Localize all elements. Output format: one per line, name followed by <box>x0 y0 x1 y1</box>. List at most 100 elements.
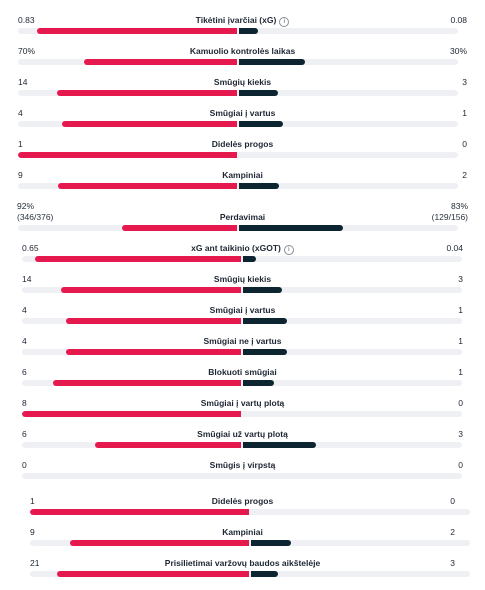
stat-label-text: Smūgiai už vartų plotą <box>197 429 288 439</box>
home-value: 4 <box>22 336 27 346</box>
home-bar <box>22 411 241 417</box>
stat-bar-track <box>18 90 458 96</box>
away-bar <box>239 225 343 231</box>
stat-label: Smūgiai į vartus <box>22 305 463 316</box>
stat-label: Didelės progos <box>30 496 455 507</box>
home-bar <box>34 256 241 262</box>
stat-row: 14 Smūgių kiekis 3 <box>18 77 467 99</box>
home-value: 1 <box>30 496 35 506</box>
stat-bar-track <box>22 380 462 386</box>
stat-label: Kampiniai <box>18 170 467 181</box>
away-bar <box>243 380 275 386</box>
home-value: 4 <box>22 305 27 315</box>
home-value: 8 <box>22 398 27 408</box>
home-value: 1 <box>18 139 23 149</box>
away-value: 3 <box>450 558 455 568</box>
away-value: 0 <box>458 460 463 470</box>
stat-bar-track <box>22 411 462 417</box>
stat-label: Smūgis į virpstą <box>22 460 463 471</box>
home-value: 6 <box>22 367 27 377</box>
stat-bar-track <box>18 28 458 34</box>
home-bar <box>61 121 237 127</box>
stat-label-text: Smūgiai į vartų plotą <box>200 398 285 408</box>
home-value: 0.83 <box>18 15 35 25</box>
home-value: 0 <box>22 460 27 470</box>
stat-row: 92% (346/376) Perdavimai 83% (129/156) <box>17 201 468 223</box>
stat-label-text: Perdavimai <box>219 212 266 222</box>
home-bar <box>65 318 241 324</box>
stat-bar-track <box>22 318 462 324</box>
away-value: 1 <box>458 336 463 346</box>
stat-row: 21 Prisilietimai varžovų baudos aikštelėj… <box>30 558 455 580</box>
home-bar <box>57 183 237 189</box>
home-value: 92% <box>17 201 35 211</box>
stat-label-text: Smūgių kiekis <box>213 77 272 87</box>
stat-bar-track <box>30 509 470 515</box>
stat-row: 4 Smūgiai ne į vartus 1 <box>22 336 463 358</box>
stat-row: 1 Didelės progos 0 <box>18 139 467 161</box>
home-value: 14 <box>18 77 28 87</box>
home-sub-value: (346/376) <box>17 212 54 222</box>
stat-bar-track <box>22 256 462 262</box>
stat-label: Kamuolio kontrolės laikas <box>18 46 467 57</box>
stat-bar-track <box>22 287 462 293</box>
stat-row: 14 Smūgių kiekis 3 <box>22 274 463 296</box>
away-bar <box>251 571 279 577</box>
stat-row: 0.65 xG ant taikinio (xGOT) i 0.04 <box>22 243 463 265</box>
stat-row: 0 Smūgis į virpstą 0 <box>22 460 463 482</box>
stat-row: 9 Kampiniai 2 <box>30 527 455 549</box>
away-bar <box>251 540 291 546</box>
stat-bar-track <box>22 349 462 355</box>
home-value: 9 <box>30 527 35 537</box>
stat-label-text: Kamuolio kontrolės laikas <box>189 46 296 56</box>
home-bar <box>94 442 241 448</box>
stat-row: 6 Smūgiai už vartų plotą 3 <box>22 429 463 451</box>
stat-label: Smūgiai į vartus <box>18 108 467 119</box>
stat-row: 70% Kamuolio kontrolės laikas 30% <box>18 46 467 68</box>
away-bar <box>243 349 287 355</box>
away-bar <box>243 256 256 262</box>
stat-label-text: Didelės progos <box>211 139 274 149</box>
stat-label-text: Smūgių kiekis <box>213 274 272 284</box>
away-value: 0.04 <box>446 243 463 253</box>
stat-bar-track <box>22 442 462 448</box>
stat-bar-track <box>30 540 470 546</box>
home-value: 70% <box>18 46 36 56</box>
home-bar <box>69 540 249 546</box>
away-value: 30% <box>449 46 467 56</box>
stat-label: Smūgių kiekis <box>22 274 463 285</box>
away-value: 3 <box>462 77 467 87</box>
away-bar <box>243 318 287 324</box>
home-value: 9 <box>18 170 23 180</box>
away-bar <box>243 442 316 448</box>
stat-label-text: Smūgis į virpstą <box>209 460 276 470</box>
away-value: 0 <box>462 139 467 149</box>
stat-label-text: Prisilietimai varžovų baudos aikštelėje <box>164 558 321 568</box>
stat-label: Blokuoti smūgiai <box>22 367 463 378</box>
stat-label-text: Kampiniai <box>222 527 263 537</box>
away-value: 0 <box>450 496 455 506</box>
away-value: 3 <box>458 429 463 439</box>
stat-row: 1 Didelės progos 0 <box>30 496 455 518</box>
away-bar <box>239 59 305 65</box>
away-value: 83% <box>450 201 468 211</box>
away-bar <box>239 121 283 127</box>
stat-label: xG ant taikinio (xGOT) i <box>22 243 463 255</box>
stat-bar-track <box>18 59 458 65</box>
stat-label-text: Blokuoti smūgiai <box>208 367 277 377</box>
away-value: 1 <box>462 108 467 118</box>
home-bar <box>121 225 237 231</box>
info-icon[interactable]: i <box>283 245 294 255</box>
stat-label: Smūgiai už vartų plotą <box>22 429 463 440</box>
stat-bar-track <box>18 121 458 127</box>
home-bar <box>60 287 241 293</box>
stat-label: Smūgiai į vartų plotą <box>22 398 463 409</box>
stat-label: Didelės progos <box>18 139 467 150</box>
away-sub-value: (129/156) <box>431 212 468 222</box>
stat-label: Smūgiai ne į vartus <box>22 336 463 347</box>
info-icon[interactable]: i <box>279 17 290 27</box>
stat-bar-track <box>18 183 458 189</box>
stat-label: Tikėtini įvarčiai (xG) i <box>18 15 467 27</box>
home-bar <box>18 152 237 158</box>
home-bar <box>57 571 249 577</box>
